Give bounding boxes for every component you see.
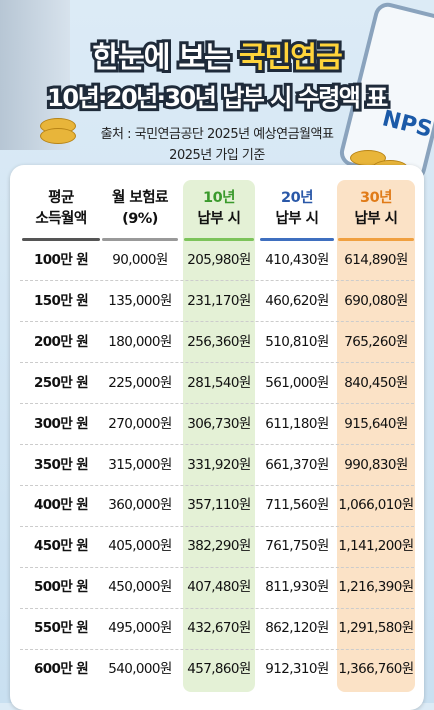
row-separator xyxy=(20,362,414,364)
table-cell: 407,480원 xyxy=(187,579,251,596)
table-cell: 711,560원 xyxy=(265,497,329,514)
table-cell: 306,730원 xyxy=(187,415,251,432)
header-underline xyxy=(260,238,334,241)
table-cell: 1,291,580원 xyxy=(338,620,414,637)
title: 한눈에 보는 국민연금 xyxy=(0,34,434,77)
header-underline xyxy=(22,238,100,241)
table-cell: 382,290원 xyxy=(187,538,251,555)
header-cell: 납부 시 xyxy=(197,211,241,227)
table-cell: 550만 원 xyxy=(33,620,89,637)
table-cell: 840,450원 xyxy=(344,374,408,391)
table-cell: 300만 원 xyxy=(33,415,89,432)
table-cell: 1,216,390원 xyxy=(338,579,414,596)
table-cell: 400만 원 xyxy=(33,497,89,514)
table-cell: 315,000원 xyxy=(108,456,172,473)
row-separator xyxy=(20,607,414,609)
table-cell: 450만 원 xyxy=(33,538,89,555)
table-cell: 495,000원 xyxy=(108,620,172,637)
row-separator xyxy=(20,566,414,568)
table-cell: 561,000원 xyxy=(265,374,329,391)
column-highlight xyxy=(183,180,255,692)
table-cell: 990,830원 xyxy=(344,456,408,473)
header-underline xyxy=(102,238,178,241)
table-cell: 611,180원 xyxy=(265,415,329,432)
table-cell: 510,810원 xyxy=(265,333,329,350)
row-separator xyxy=(20,444,414,445)
table-cell: 661,370원 xyxy=(265,456,329,473)
table-cell: 811,930원 xyxy=(265,579,329,596)
table-cell: 1,066,010원 xyxy=(338,497,414,514)
table-cell: 862,120원 xyxy=(265,620,329,637)
row-separator xyxy=(20,648,414,650)
table-cell: 357,110원 xyxy=(187,497,251,514)
header-cell: 10년 xyxy=(202,190,236,206)
title-text: 한눈에 보는 xyxy=(89,37,233,77)
table-cell: 225,000원 xyxy=(108,374,172,391)
table-cell: 281,540원 xyxy=(187,374,251,391)
table-cell: 360,000원 xyxy=(108,497,172,514)
table-cell: 765,260원 xyxy=(344,333,408,350)
table-cell: 256,360원 xyxy=(187,333,251,350)
table-cell: 100만 원 xyxy=(33,252,89,268)
header-cell: 월 보험료 xyxy=(112,190,168,206)
table-cell: 350만 원 xyxy=(33,456,89,473)
title-highlight: 국민연금 xyxy=(236,37,346,77)
header-cell: 평균 xyxy=(48,190,74,206)
table-cell: 690,080원 xyxy=(344,292,408,309)
table-cell: 457,860원 xyxy=(187,661,251,677)
table-cell: 1,141,200원 xyxy=(338,538,414,555)
table-cell: 231,170원 xyxy=(187,292,251,309)
table-cell: 1,366,760원 xyxy=(338,661,414,677)
table-cell: 331,920원 xyxy=(187,456,251,473)
table-cell: 135,000원 xyxy=(108,292,172,309)
header-cell: 30년 xyxy=(359,190,393,206)
header-cell: 20년 xyxy=(280,190,314,206)
column-highlight xyxy=(337,180,415,692)
table-cell: 270,000원 xyxy=(108,415,172,432)
table-cell: 450,000원 xyxy=(108,579,172,596)
table-cell: 460,620원 xyxy=(265,292,329,309)
header-underline xyxy=(184,238,254,241)
table-cell: 915,640원 xyxy=(344,415,408,432)
table-cell: 500만 원 xyxy=(33,579,89,596)
table-cell: 205,980원 xyxy=(187,252,251,268)
table-cell: 200만 원 xyxy=(33,333,89,350)
source: 2025년 가입 기준 xyxy=(169,148,265,163)
table-cell: 614,890원 xyxy=(344,252,408,268)
row-separator xyxy=(20,525,414,527)
source: 출처 : 국민연금공단 2025년 예상연금월액표 xyxy=(100,127,334,142)
table-cell: 410,430원 xyxy=(265,252,329,268)
table-cell: 761,750원 xyxy=(265,538,329,555)
header-cell: 납부 시 xyxy=(275,211,319,227)
header-cell: 납부 시 xyxy=(354,211,398,227)
row-separator xyxy=(20,484,414,486)
table-cell: 180,000원 xyxy=(108,333,172,350)
row-separator xyxy=(20,321,414,323)
table-cell: 150만 원 xyxy=(33,292,89,309)
header-cell: (9%) xyxy=(122,211,158,227)
row-separator xyxy=(20,403,414,405)
header-cell: 소득월액 xyxy=(35,211,87,227)
table-cell: 540,000원 xyxy=(108,661,172,677)
table-cell: 600만 원 xyxy=(33,661,89,677)
row-separator xyxy=(20,280,414,282)
table-cell: 250만 원 xyxy=(33,374,89,391)
table-cell: 912,310원 xyxy=(265,661,329,677)
header-underline xyxy=(338,238,414,241)
table-cell: 432,670원 xyxy=(187,620,251,637)
table-cell: 405,000원 xyxy=(108,538,172,555)
table-cell: 90,000원 xyxy=(112,252,168,268)
title: 10년·20년·30년 납부 시 수령액 표 xyxy=(44,81,391,115)
coin xyxy=(40,128,76,144)
